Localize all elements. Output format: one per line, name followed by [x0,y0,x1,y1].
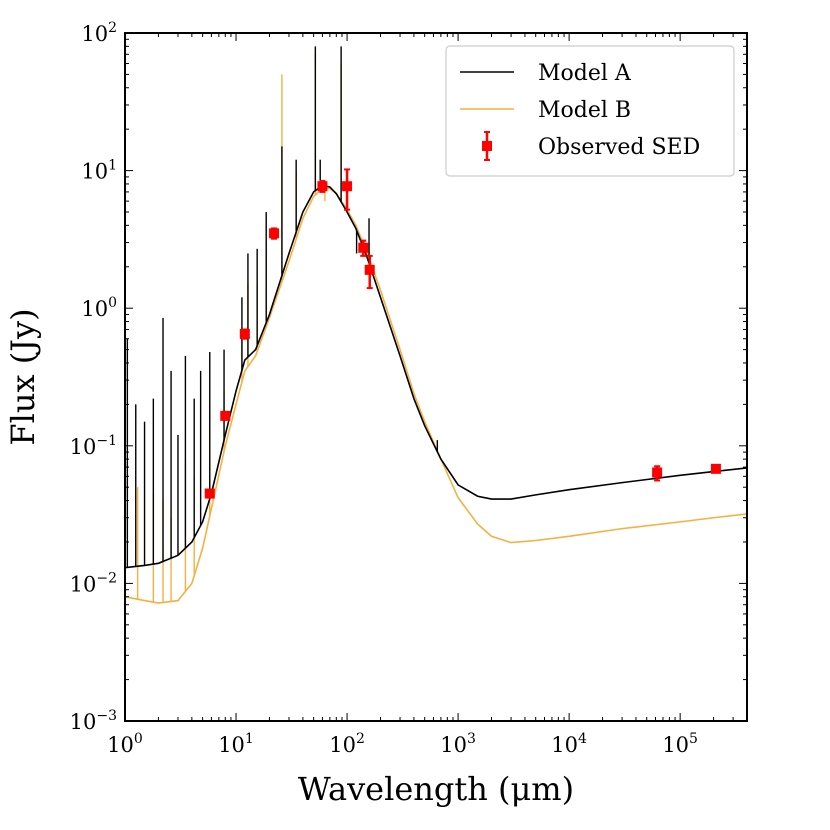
legend: Model A Model B Observed SED [445,45,735,177]
sed-point [220,410,231,421]
x-tick-label: 105 [662,731,698,757]
legend-label-observed-sed: Observed SED [538,135,700,160]
sed-point [317,181,328,192]
legend-label-model-b: Model B [538,98,631,123]
y-axis-title: Flux (Jy) [4,308,42,445]
y-tick-label: 10−1 [70,433,117,459]
y-tick-label: 10−2 [70,570,117,596]
sed-point [239,328,250,339]
x-axis-title: Wavelength (μm) [298,770,574,808]
x-tick-label: 103 [440,731,476,757]
sed-point [358,242,369,253]
y-tick-label: 100 [81,295,117,321]
x-tick-label: 101 [218,731,254,757]
plot-layer [125,46,747,604]
x-tick-label: 100 [107,731,143,757]
sed-point [710,463,721,474]
sed-point [342,181,353,192]
legend-swatch-observed-sed [482,141,492,151]
y-tick-label: 102 [81,20,117,46]
observed-sed-series [204,168,721,499]
sed-point [364,264,375,275]
legend-label-model-a: Model A [538,61,632,86]
legend-box [445,45,735,177]
sed-point [652,467,663,478]
model-a-series [125,46,747,569]
x-tick-label: 102 [329,731,365,757]
y-tick-label: 101 [81,158,117,184]
y-tick-label: 10−3 [70,708,117,734]
sed-point [269,228,280,239]
sed-point [204,488,215,499]
plot-frame [124,32,748,722]
x-tick-label: 104 [551,731,587,757]
